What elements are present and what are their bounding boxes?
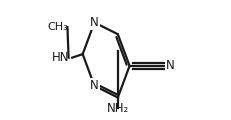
Text: CH₃: CH₃	[48, 22, 69, 32]
Text: N: N	[166, 59, 175, 72]
Text: N: N	[90, 16, 99, 29]
Text: HN: HN	[52, 51, 70, 64]
Text: NH₂: NH₂	[107, 102, 129, 115]
Text: N: N	[90, 79, 99, 92]
